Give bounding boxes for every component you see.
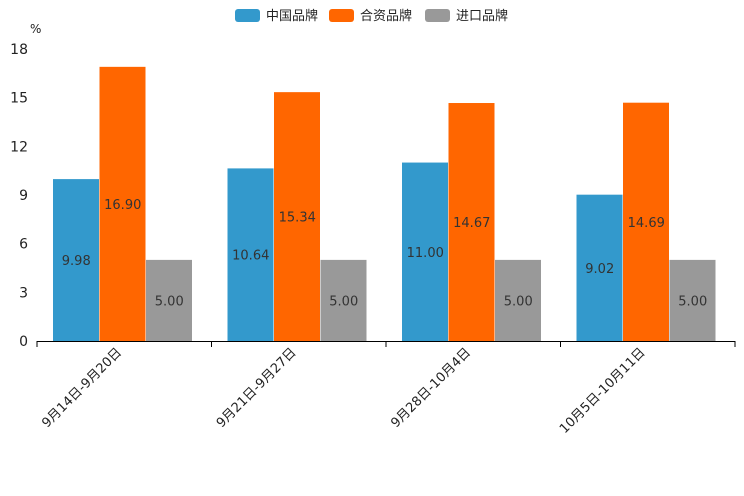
bar-2-1[interactable] bbox=[448, 103, 495, 342]
y-tick-label-9: 9 bbox=[19, 188, 28, 204]
x-category-label-0: 9月14日-9月20日 bbox=[39, 345, 125, 431]
bar-3-2[interactable] bbox=[669, 259, 716, 341]
bars: 9.98 16.90 5.00 10.64 15.34 5.00 11.00 14.67 5.0… bbox=[53, 66, 716, 342]
bar-3-0[interactable] bbox=[576, 194, 623, 341]
legend-label-0[interactable]: 中国品牌 bbox=[266, 8, 318, 24]
data-label-2-0: 11.00 bbox=[407, 246, 444, 261]
bar-2-0[interactable] bbox=[402, 162, 448, 341]
y-axis: 0 3 6 9 12 15 18 bbox=[10, 42, 28, 350]
y-axis-unit-label: % bbox=[30, 22, 41, 36]
data-label-1-1: 15.34 bbox=[279, 211, 316, 226]
x-category-label-2: 9月28日-10月4日 bbox=[388, 345, 474, 431]
x-axis: 9月14日-9月20日 9月21日-9月27日 9月28日-10月4日 10月5日-1… bbox=[36, 341, 736, 437]
legend-label-2[interactable]: 进口品牌 bbox=[456, 8, 508, 24]
y-tick-label-3: 3 bbox=[19, 285, 28, 301]
legend-label-1[interactable]: 合资品牌 bbox=[360, 8, 412, 24]
bar-0-2[interactable] bbox=[146, 259, 192, 341]
bar-1-1[interactable] bbox=[274, 92, 320, 341]
y-tick-label-6: 6 bbox=[19, 237, 28, 253]
x-category-label-3: 10月5日-10月11日 bbox=[557, 345, 649, 437]
data-label-0-0: 9.98 bbox=[62, 254, 91, 269]
legend-swatch-1[interactable] bbox=[329, 9, 354, 22]
bar-3-1[interactable] bbox=[623, 102, 669, 341]
x-category-label-1: 9月21日-9月27日 bbox=[214, 345, 300, 431]
y-tick-label-15: 15 bbox=[10, 91, 28, 107]
bar-0-0[interactable] bbox=[53, 179, 99, 341]
bar-0-1[interactable] bbox=[99, 66, 146, 341]
y-tick-label-18: 18 bbox=[10, 42, 28, 58]
legend: 中国品牌 合资品牌 进口品牌 bbox=[235, 8, 508, 24]
data-label-0-1: 16.90 bbox=[104, 198, 141, 213]
data-label-1-0: 10.64 bbox=[232, 249, 269, 264]
data-label-3-1: 14.69 bbox=[628, 216, 665, 231]
data-label-0-2: 5.00 bbox=[155, 294, 184, 309]
data-label-2-2: 5.00 bbox=[504, 294, 533, 309]
data-label-3-2: 5.00 bbox=[678, 294, 707, 309]
legend-swatch-0[interactable] bbox=[235, 9, 260, 22]
bar-1-2[interactable] bbox=[320, 259, 367, 341]
bar-1-0[interactable] bbox=[227, 168, 274, 341]
bar-2-2[interactable] bbox=[495, 259, 541, 341]
data-label-3-0: 9.02 bbox=[585, 262, 614, 277]
data-label-2-1: 14.67 bbox=[453, 216, 490, 231]
y-tick-label-12: 12 bbox=[10, 139, 28, 155]
y-tick-label-0: 0 bbox=[19, 334, 28, 350]
legend-swatch-2[interactable] bbox=[425, 9, 450, 22]
data-label-1-2: 5.00 bbox=[329, 294, 358, 309]
